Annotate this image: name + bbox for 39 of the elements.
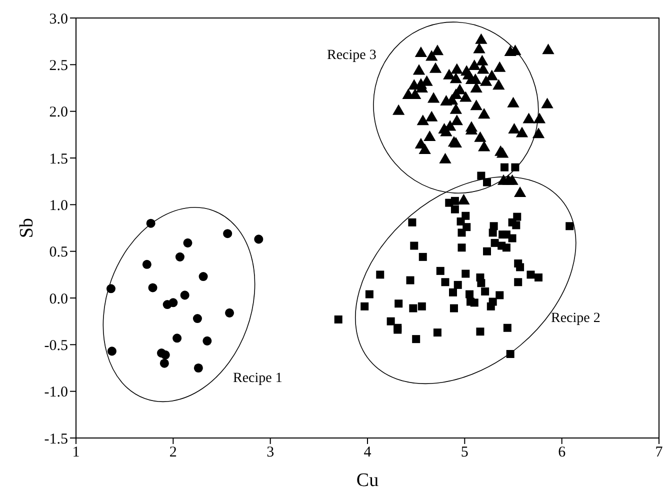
point — [172, 334, 182, 343]
point — [160, 358, 169, 368]
y-tick-label: 3.0 — [49, 11, 68, 28]
point — [223, 229, 232, 238]
annotation: Recipe 2 — [551, 311, 600, 326]
x-tick-label: 3 — [266, 444, 274, 461]
point — [254, 234, 264, 244]
y-tick-label: 0.5 — [49, 244, 68, 261]
point — [198, 272, 208, 282]
point — [225, 308, 234, 318]
point — [107, 346, 116, 356]
x-tick-label: 5 — [460, 444, 468, 461]
point — [142, 260, 152, 269]
annotation: Recipe 3 — [327, 48, 376, 64]
point — [192, 314, 202, 324]
y-tick-label: 1.0 — [49, 198, 68, 214]
x-tick-label: 2 — [169, 444, 177, 461]
y-tick-label: -1.5 — [44, 431, 68, 448]
point — [183, 238, 192, 248]
y-axis-title: Sb — [16, 218, 38, 238]
point — [148, 283, 158, 292]
y-tick-label: 2.0 — [49, 104, 68, 121]
x-axis-title: Cu — [356, 470, 380, 491]
annotation: Recipe 1 — [233, 371, 282, 386]
y-tick-label: -1.0 — [44, 384, 68, 401]
y-tick-label: 0.0 — [49, 291, 68, 308]
point — [194, 363, 203, 373]
point — [175, 252, 184, 262]
x-tick-label: 1 — [72, 444, 80, 461]
x-tick-label: 7 — [655, 444, 664, 461]
x-tick-label: 6 — [558, 444, 566, 461]
point — [160, 350, 170, 360]
point — [202, 336, 212, 346]
y-tick-label: -0.5 — [44, 338, 68, 354]
point — [168, 298, 178, 308]
point — [180, 290, 190, 300]
y-tick-label: 1.5 — [49, 151, 68, 168]
y-tick-label: 2.5 — [49, 58, 68, 74]
x-tick-label: 4 — [364, 444, 372, 461]
